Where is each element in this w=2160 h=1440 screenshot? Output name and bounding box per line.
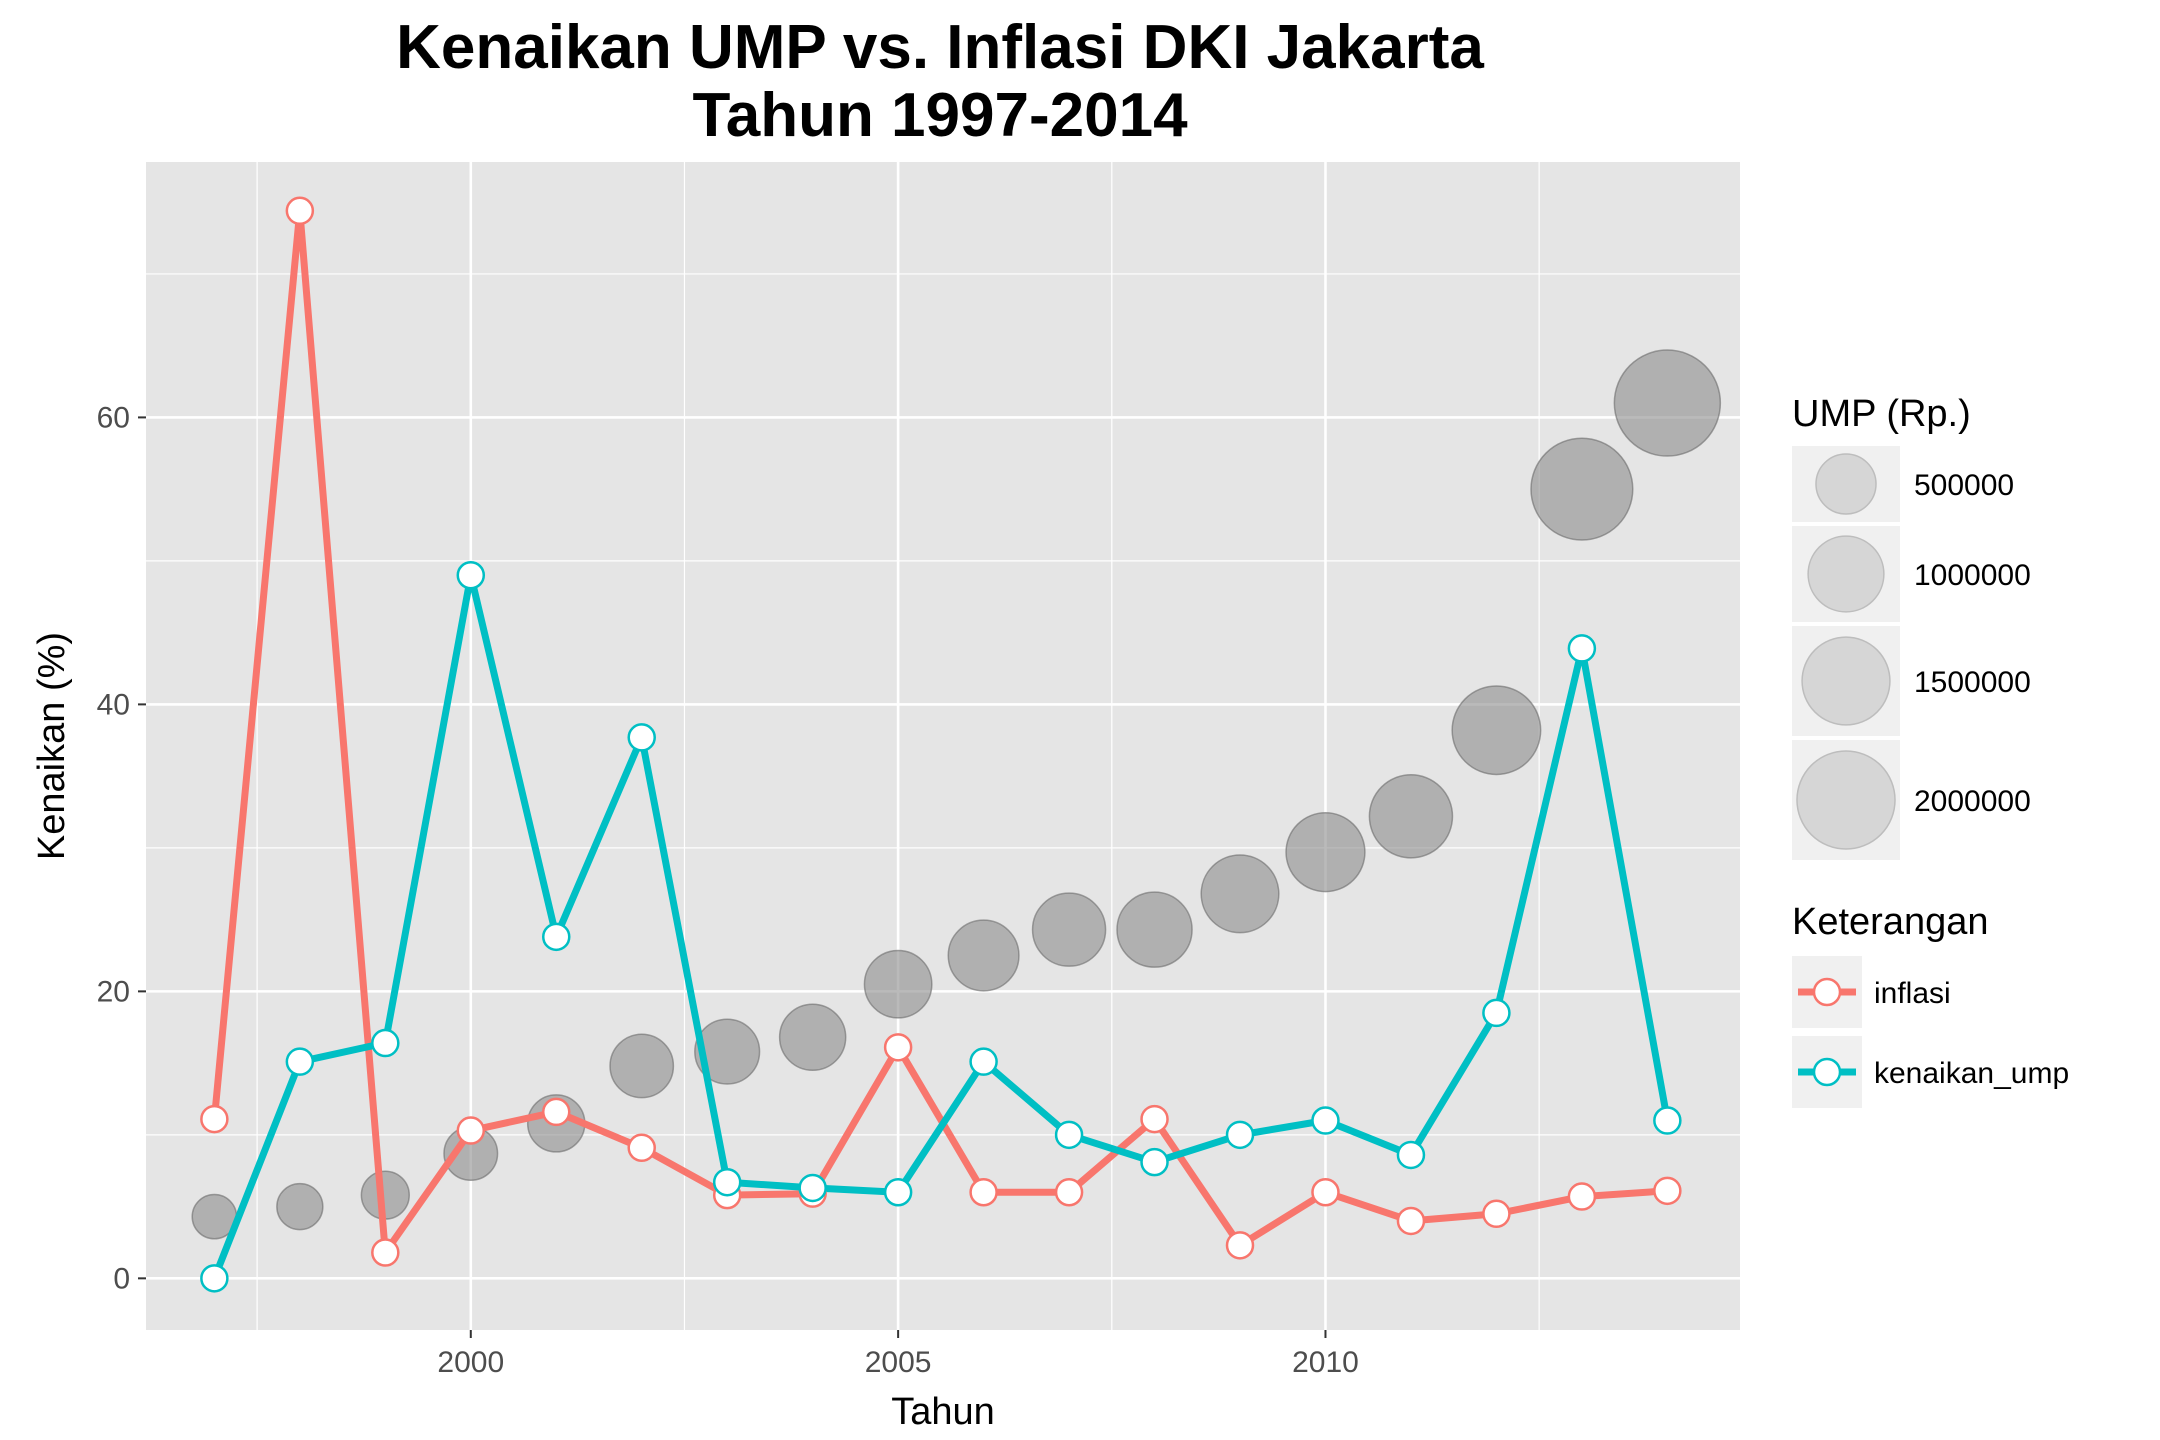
ump-bubble (1285, 812, 1366, 893)
ump-bubble (276, 1182, 324, 1231)
point-inflasi (1054, 1178, 1084, 1207)
point-kenaikan_ump (1225, 1120, 1255, 1150)
ump-bubble (1200, 854, 1280, 934)
point-inflasi (371, 1238, 400, 1267)
ump-bubble (863, 949, 933, 1019)
point-kenaikan_ump (1396, 1140, 1426, 1170)
legend-size-key (1807, 535, 1885, 613)
point-kenaikan_ump (285, 1047, 315, 1076)
point-kenaikan_ump (883, 1178, 913, 1207)
point-inflasi (1482, 1199, 1511, 1229)
legend: UMP (Rp.) 500000 1000000 1500000 2000000 Ke… (1792, 393, 2069, 1108)
ump-bubble (1613, 349, 1722, 457)
x-axis-title: Tahun (891, 1391, 995, 1433)
point-inflasi (969, 1178, 998, 1207)
ump-bubble (609, 1033, 675, 1099)
point-kenaikan_ump (1653, 1106, 1682, 1135)
ump-bubble (1031, 892, 1107, 967)
point-inflasi (627, 1133, 656, 1163)
legend-size-title: UMP (Rp.) (1792, 393, 1971, 435)
legend-size-label: 2000000 (1914, 785, 2031, 818)
chart-title: Kenaikan UMP vs. Inflasi DKI Jakarta (396, 13, 1484, 82)
legend-color-point (1812, 1057, 1842, 1087)
series-line-kenaikan_ump (211, 571, 1671, 1280)
legend-color-title: Keterangan (1792, 901, 1989, 943)
point-inflasi (1567, 1182, 1597, 1211)
series-line-inflasi (210, 207, 1668, 1256)
point-inflasi (285, 196, 315, 226)
point-inflasi (542, 1097, 571, 1127)
legend-color-label: inflasi (1874, 977, 1951, 1010)
ump-bubble (694, 1018, 761, 1085)
legend-size-key (1815, 453, 1877, 515)
y-tick-label: 0 (113, 1262, 130, 1295)
legend-color-label: kenaikan_ump (1874, 1057, 2069, 1090)
point-kenaikan_ump (712, 1167, 742, 1197)
x-tick-label: 2005 (865, 1346, 932, 1379)
point-kenaikan_ump (1140, 1147, 1169, 1177)
x-tick-label: 2010 (1292, 1346, 1359, 1379)
ump-bubble (1116, 891, 1193, 968)
legend-size-label: 500000 (1914, 469, 2014, 502)
series-lines (210, 207, 1671, 1280)
legend-size-keys: 500000 1000000 1500000 2000000 (1792, 446, 2031, 860)
legend-size-key (1796, 750, 1896, 850)
point-inflasi (1311, 1178, 1340, 1207)
y-tick-label: 60 (97, 401, 130, 434)
point-kenaikan_ump (1054, 1120, 1084, 1150)
legend-color-keys: inflasi kenaikan_ump (1792, 956, 2069, 1108)
point-kenaikan_ump (1311, 1106, 1340, 1135)
point-inflasi (1396, 1206, 1426, 1236)
point-inflasi (200, 1104, 229, 1134)
ump-bubble (778, 1003, 847, 1072)
point-kenaikan_ump (1567, 634, 1597, 663)
ump-bubble (1451, 685, 1542, 776)
x-tick-label: 2000 (437, 1346, 504, 1379)
ump-bubble (1368, 774, 1454, 859)
point-inflasi (1225, 1231, 1255, 1260)
legend-size-key (1801, 636, 1891, 726)
axis-ticks: 0 20 40 60 2000 2005 2010 (97, 401, 1359, 1379)
legend-size-label: 1500000 (1914, 666, 2031, 699)
y-tick-label: 20 (97, 975, 130, 1008)
legend-color-point (1812, 977, 1842, 1007)
point-kenaikan_ump (542, 922, 571, 952)
point-inflasi (1653, 1176, 1682, 1206)
point-kenaikan_ump (627, 723, 656, 752)
ump-bubble (1530, 437, 1634, 541)
y-tick-label: 40 (97, 688, 130, 721)
point-inflasi (456, 1116, 486, 1145)
chart-subtitle: Tahun 1997-2014 (692, 81, 1188, 150)
point-kenaikan_ump (969, 1047, 998, 1076)
y-axis-title: Kenaikan (%) (31, 632, 73, 860)
point-kenaikan_ump (456, 560, 486, 590)
point-inflasi (883, 1033, 913, 1062)
point-kenaikan_ump (798, 1173, 827, 1203)
ump-bubble (947, 919, 1020, 992)
legend-size-label: 1000000 (1914, 559, 2031, 592)
point-inflasi (1140, 1104, 1169, 1134)
series-points (200, 196, 1682, 1293)
point-kenaikan_ump (1482, 998, 1511, 1028)
point-kenaikan_ump (371, 1028, 400, 1058)
point-kenaikan_ump (200, 1264, 229, 1293)
